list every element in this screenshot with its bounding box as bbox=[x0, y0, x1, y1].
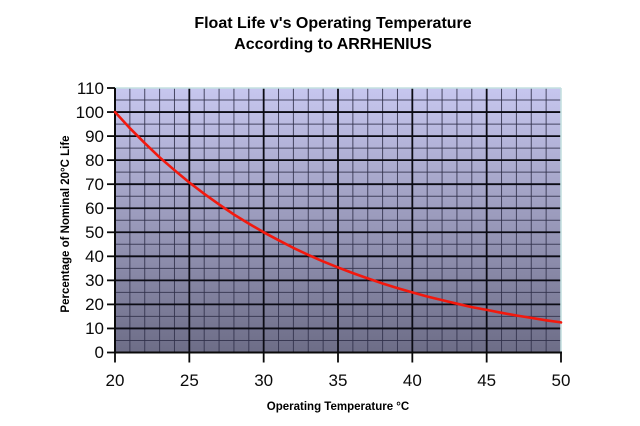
y-tick-label: 50 bbox=[85, 222, 104, 242]
y-tick-label: 110 bbox=[76, 78, 104, 98]
x-tick-label: 40 bbox=[402, 371, 422, 390]
y-tick-label: 20 bbox=[85, 294, 104, 314]
y-tick-label: 40 bbox=[85, 246, 104, 266]
chart-title: Float Life v's Operating Temperature Acc… bbox=[26, 13, 640, 55]
x-tick-label: 50 bbox=[551, 371, 571, 390]
x-tick-label: 35 bbox=[328, 371, 348, 390]
y-tick-label: 90 bbox=[85, 126, 104, 146]
y-tick-label: 0 bbox=[94, 343, 104, 362]
x-tick-label: 30 bbox=[254, 371, 274, 390]
chart-title-line1: Float Life v's Operating Temperature bbox=[194, 15, 472, 32]
x-axis-title: Operating Temperature °C bbox=[266, 401, 410, 413]
y-tick-label: 70 bbox=[85, 174, 104, 194]
y-tick-label: 80 bbox=[85, 150, 104, 170]
x-tick-label: 45 bbox=[477, 371, 497, 390]
y-tick-label: 60 bbox=[85, 198, 104, 218]
x-tick-label: 20 bbox=[105, 371, 125, 390]
y-tick-label: 30 bbox=[85, 270, 104, 290]
data-series-line bbox=[113, 110, 563, 324]
y-tick-label: 10 bbox=[85, 318, 104, 338]
y-tick-label: 100 bbox=[75, 102, 104, 122]
x-tick-label: 25 bbox=[179, 371, 199, 390]
chart-title-line2: According to ARRHENIUS bbox=[234, 36, 432, 53]
